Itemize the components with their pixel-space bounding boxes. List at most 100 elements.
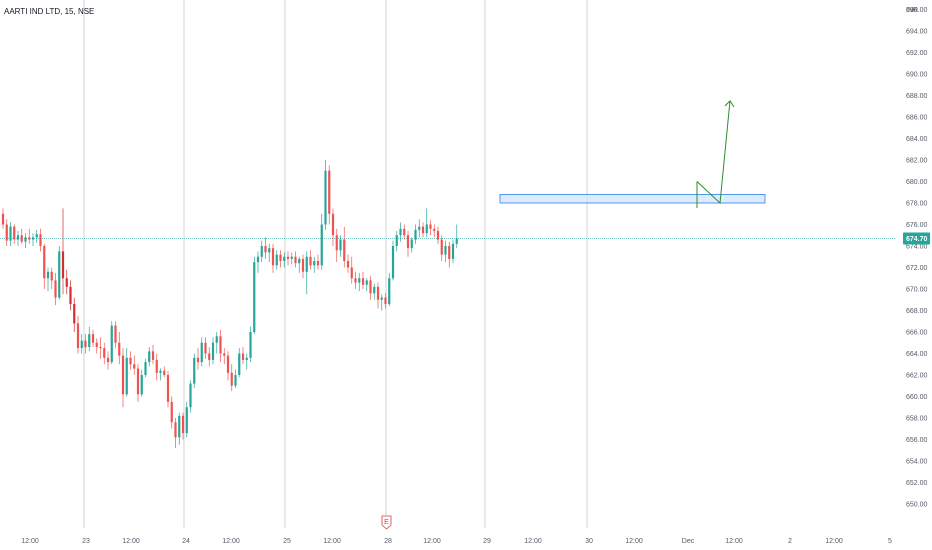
candle[interactable] — [46, 267, 50, 292]
candle[interactable] — [249, 326, 252, 363]
candle[interactable] — [20, 228, 23, 244]
candle[interactable] — [335, 228, 338, 263]
candle[interactable] — [324, 160, 327, 230]
candle[interactable] — [76, 315, 80, 354]
candle[interactable] — [455, 224, 458, 249]
candle[interactable] — [35, 229, 38, 243]
candle[interactable] — [264, 237, 267, 259]
candle[interactable] — [436, 226, 440, 244]
candle[interactable] — [193, 353, 196, 388]
candles-series[interactable] — [1, 160, 458, 449]
candle[interactable] — [365, 278, 368, 292]
candle[interactable] — [28, 228, 31, 244]
candle[interactable] — [316, 254, 320, 270]
candle[interactable] — [73, 297, 76, 332]
candle[interactable] — [1, 208, 5, 229]
candle[interactable] — [65, 269, 68, 295]
candle[interactable] — [106, 351, 110, 370]
candle[interactable] — [410, 237, 413, 253]
candle[interactable] — [305, 251, 308, 295]
candle[interactable] — [279, 250, 282, 268]
candle[interactable] — [208, 347, 211, 367]
candle[interactable] — [121, 348, 125, 408]
candle[interactable] — [170, 396, 173, 429]
candle[interactable] — [384, 293, 387, 309]
candle[interactable] — [125, 348, 128, 397]
candle[interactable] — [301, 254, 305, 279]
candle[interactable] — [204, 337, 207, 359]
candle[interactable] — [50, 267, 53, 290]
candle[interactable] — [9, 222, 12, 246]
candle[interactable] — [320, 213, 323, 270]
candle[interactable] — [298, 256, 301, 273]
candle[interactable] — [110, 321, 113, 365]
candle[interactable] — [230, 364, 233, 392]
candle[interactable] — [144, 358, 147, 378]
candle[interactable] — [16, 230, 20, 246]
time-axis[interactable]: 12:00 23 12:00 24 12:00 25 12:00 28 12:00 29 12:00… — [21, 515, 892, 545]
candle[interactable] — [451, 239, 455, 264]
candle[interactable] — [181, 412, 185, 440]
candle[interactable] — [99, 337, 102, 359]
resistance-zone-rect[interactable] — [499, 193, 766, 204]
candle[interactable] — [425, 208, 428, 238]
candle[interactable] — [328, 165, 331, 225]
candle[interactable] — [286, 251, 290, 266]
candle[interactable] — [91, 329, 95, 348]
candle[interactable] — [238, 348, 241, 378]
candle[interactable] — [84, 334, 87, 354]
candle[interactable] — [166, 370, 170, 408]
candle[interactable] — [406, 230, 410, 257]
candle[interactable] — [159, 368, 162, 381]
candle[interactable] — [148, 347, 151, 367]
candle[interactable] — [241, 347, 245, 365]
earnings-marker[interactable]: E — [381, 515, 392, 530]
candle[interactable] — [440, 235, 443, 262]
candle[interactable] — [155, 353, 158, 381]
candle[interactable] — [339, 235, 342, 257]
candle[interactable] — [43, 243, 46, 289]
candle[interactable] — [185, 401, 188, 438]
candle[interactable] — [129, 351, 132, 370]
candle[interactable] — [256, 251, 260, 273]
candle[interactable] — [388, 272, 391, 307]
candle[interactable] — [376, 282, 380, 309]
candle[interactable] — [24, 233, 27, 249]
candle[interactable] — [103, 342, 106, 365]
candle[interactable] — [114, 321, 117, 349]
candle[interactable] — [433, 224, 436, 238]
resistance-zone[interactable] — [499, 193, 766, 204]
candle[interactable] — [136, 364, 140, 402]
candle[interactable] — [399, 222, 402, 242]
projection-arrow[interactable] — [696, 100, 735, 208]
candle[interactable] — [354, 271, 357, 289]
candle[interactable] — [61, 208, 65, 295]
candle[interactable] — [358, 272, 361, 292]
candle[interactable] — [391, 240, 395, 281]
candle[interactable] — [133, 355, 136, 375]
candle[interactable] — [223, 348, 226, 365]
candle[interactable] — [95, 338, 98, 354]
price-axis[interactable]: 650.00 652.00 654.00 656.00 658.00 660.00 662.… — [903, 7, 930, 509]
candle[interactable] — [69, 280, 72, 311]
candle[interactable] — [290, 252, 293, 265]
candle[interactable] — [58, 246, 61, 300]
candle[interactable] — [343, 226, 346, 268]
candle[interactable] — [421, 222, 425, 238]
candle[interactable] — [373, 283, 376, 300]
candle[interactable] — [444, 240, 447, 263]
candle[interactable] — [429, 220, 432, 236]
candle[interactable] — [369, 276, 372, 300]
candle[interactable] — [350, 256, 353, 284]
candle[interactable] — [163, 366, 166, 378]
candle[interactable] — [403, 224, 406, 240]
candle[interactable] — [31, 233, 35, 246]
candle[interactable] — [118, 332, 121, 365]
candle[interactable] — [418, 219, 421, 238]
candle[interactable] — [174, 418, 177, 449]
candle[interactable] — [200, 337, 203, 367]
candle[interactable] — [245, 353, 248, 370]
candle[interactable] — [226, 351, 230, 381]
candle[interactable] — [380, 294, 383, 311]
